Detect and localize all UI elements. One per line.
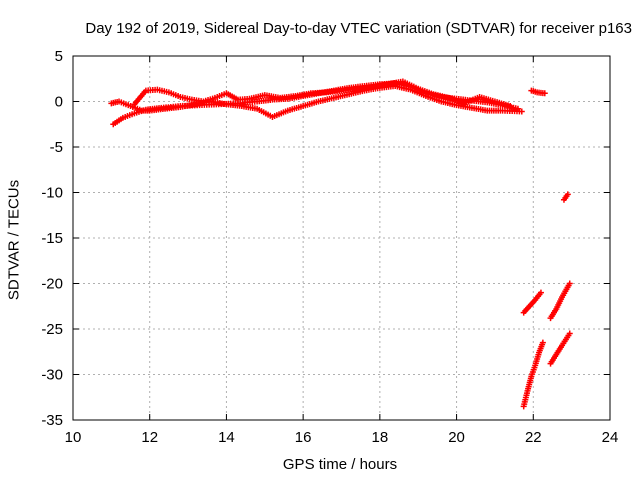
chart-title: Day 192 of 2019, Sidereal Day-to-day VTE… (85, 20, 632, 37)
y-tick-label: -25 (41, 321, 63, 338)
y-tick-label: -5 (50, 139, 63, 156)
data-point (564, 191, 571, 198)
x-tick-label: 16 (295, 429, 312, 446)
data-point (539, 339, 546, 346)
y-tick-label: 0 (55, 94, 63, 111)
y-tick-label: -20 (41, 276, 63, 293)
y-tick-label: 5 (55, 48, 63, 65)
x-axis-label: GPS time / hours (282, 456, 398, 473)
y-tick-label: -35 (41, 412, 63, 429)
y-axis-label: SDTVAR / TECUs (5, 179, 23, 301)
x-tick-label: 14 (218, 429, 235, 446)
data-point (566, 330, 573, 337)
y-tick-label: -15 (41, 230, 63, 247)
x-tick-label: 24 (602, 429, 619, 446)
data-point (507, 103, 514, 110)
x-tick-label: 20 (448, 429, 465, 446)
y-tick-label: -10 (41, 185, 63, 202)
x-tick-label: 12 (141, 429, 158, 446)
data-point (566, 280, 573, 287)
x-tick-label: 22 (525, 429, 542, 446)
plot-frame (72, 55, 611, 421)
y-tick-label: -30 (41, 367, 63, 384)
x-tick-label: 10 (65, 429, 82, 446)
x-tick-label: 18 (372, 429, 389, 446)
data-point (518, 108, 525, 115)
data-point (541, 90, 548, 97)
data-point (537, 289, 544, 296)
